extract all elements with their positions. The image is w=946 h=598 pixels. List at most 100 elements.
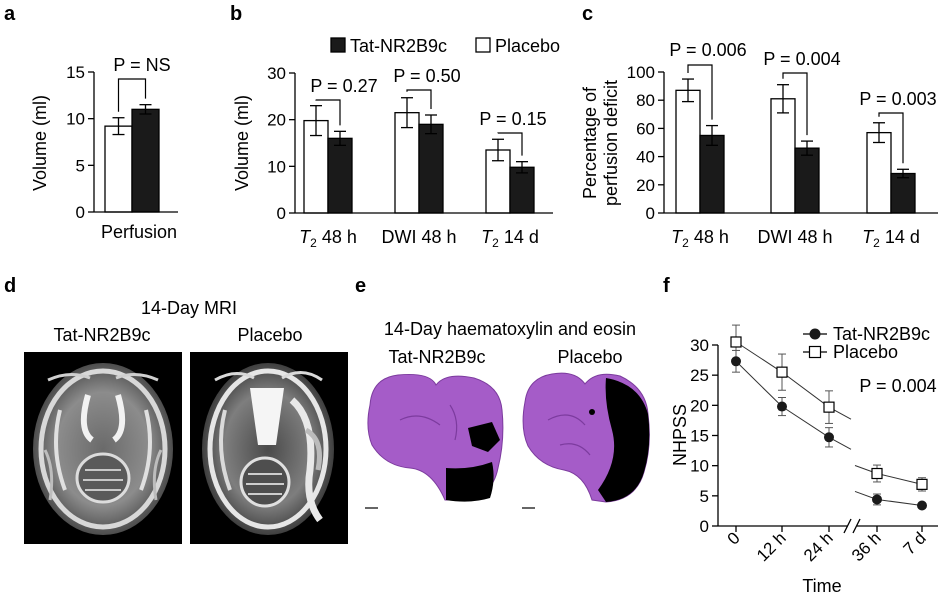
panel-c-ytick-label: 60 xyxy=(636,119,655,138)
panel-a-ytick-label: 5 xyxy=(76,156,85,175)
panel-c-bar-tat xyxy=(794,147,820,214)
panel-f-xtick-label: 0 xyxy=(724,528,744,548)
panel-letter-d: d xyxy=(4,275,16,297)
panel-f-ytick-label: 25 xyxy=(690,366,709,385)
panel-b-chart: Volume (ml) Tat-NR2B9c Placebo P = 0.27 … xyxy=(232,36,560,250)
panel-f-ytick-label: 15 xyxy=(690,427,709,446)
panel-f-point-placebo xyxy=(730,336,742,348)
panel-c-significance-bracket xyxy=(782,72,808,136)
panel-c-bar-placebo xyxy=(866,131,892,214)
panel-c-significance-bracket xyxy=(687,64,713,120)
panel-c-significance-bracket xyxy=(878,112,904,164)
panel-d-label-placebo: Placebo xyxy=(237,325,302,345)
panel-b-xcategory-label: T2 48 h xyxy=(299,227,357,250)
mri-brain-placebo xyxy=(202,363,334,535)
panel-f-ytick-label: 30 xyxy=(690,336,709,355)
panel-f-axis-break-mark xyxy=(843,518,852,534)
panel-f-xtick-label: 36 h xyxy=(848,528,885,565)
panel-b-ylabel: Volume (ml) xyxy=(232,95,252,191)
panel-f-chart: NHPSS Time P = 0.004 Tat-NR2B9c Placebo … xyxy=(670,324,938,596)
panel-a-significance-bracket xyxy=(117,78,147,112)
legend-label-tat: Tat-NR2B9c xyxy=(350,36,447,56)
panel-a-p-value: P = NS xyxy=(113,55,170,75)
panel-e-histology: 14-Day haematoxylin and eosin Tat-NR2B9c… xyxy=(365,319,650,509)
panel-b-bar-tat xyxy=(327,137,353,214)
legend-marker-tat xyxy=(809,328,821,340)
panel-f-point-tat xyxy=(917,500,927,511)
panel-a-bar-tat xyxy=(131,108,160,213)
panel-c-ytick-label: 0 xyxy=(646,204,655,223)
panel-c-ytick-label: 40 xyxy=(636,148,655,167)
panel-b-significance-bracket xyxy=(315,99,341,126)
panel-letter-c: c xyxy=(582,3,593,25)
panel-letter-e: e xyxy=(355,275,366,297)
panel-f-ylabel: NHPSS xyxy=(670,404,690,466)
panel-e-label-tat: Tat-NR2B9c xyxy=(388,347,485,367)
panel-b-xcategory-label: T2 14 d xyxy=(481,227,539,250)
panel-d-title: 14-Day MRI xyxy=(141,298,237,318)
mri-brain-tat xyxy=(33,363,173,535)
panel-e-label-placebo: Placebo xyxy=(557,347,622,367)
panel-f-line-tat xyxy=(854,490,923,506)
panel-a-bar-placebo xyxy=(104,125,133,213)
panel-c-p-value-3: P = 0.003 xyxy=(859,89,936,109)
panel-f-point-tat xyxy=(872,494,882,505)
panel-f-line-placebo xyxy=(854,465,923,485)
legend-f-label-placebo: Placebo xyxy=(833,342,898,362)
panel-f-point-tat xyxy=(777,401,787,412)
panel-b-p-value-2: P = 0.50 xyxy=(393,66,460,86)
panel-c-p-value-1: P = 0.006 xyxy=(669,40,746,60)
panel-f-ytick-label: 20 xyxy=(690,396,709,415)
panel-f-point-placebo xyxy=(916,478,928,490)
panel-f-line-tat xyxy=(735,360,852,450)
panel-a-ytick-label: 0 xyxy=(76,203,85,222)
panel-a-xcategory: Perfusion xyxy=(101,222,177,242)
panel-c-bar-tat xyxy=(890,172,916,214)
panel-a-chart: Volume (ml) Perfusion P = NS 0 5 10 15 xyxy=(30,55,178,242)
panel-c-bar-placebo xyxy=(675,89,701,214)
panel-f-point-tat xyxy=(824,432,834,443)
panel-f-ytick-label: 5 xyxy=(700,487,709,506)
panel-f-point-placebo xyxy=(871,467,883,480)
legend-swatch-tat xyxy=(330,37,346,53)
he-section-tat xyxy=(365,374,504,509)
legend-f-label-tat: Tat-NR2B9c xyxy=(833,324,930,344)
panel-e-title: 14-Day haematoxylin and eosin xyxy=(384,319,636,339)
panel-b-bar-tat xyxy=(509,166,535,214)
panel-c-ytick-label: 100 xyxy=(627,63,655,82)
panel-b-ytick-label: 30 xyxy=(267,64,286,83)
panel-a-ytick-label: 15 xyxy=(66,63,85,82)
panel-f-xtick-label: 7 d xyxy=(900,528,930,558)
panel-c-bar-tat xyxy=(699,134,725,214)
panel-b-ytick-label: 0 xyxy=(277,204,286,223)
panel-c-ylabel-line2: perfusion deficit xyxy=(601,80,621,206)
panel-c-xcategory-label: DWI 48 h xyxy=(757,227,832,247)
panel-f-xlabel: Time xyxy=(802,576,841,596)
panel-c-bar-placebo xyxy=(770,98,796,214)
panel-b-p-value-3: P = 0.15 xyxy=(479,109,546,129)
panel-b-xcategory-label: DWI 48 h xyxy=(381,227,456,247)
panel-c-p-value-2: P = 0.004 xyxy=(763,49,840,69)
panel-f-p-value: P = 0.004 xyxy=(859,376,936,396)
panel-f-line-placebo xyxy=(735,341,852,420)
panel-f-point-tat xyxy=(731,356,741,367)
he-section-placebo xyxy=(522,372,650,509)
panel-f-axis-break-mark xyxy=(852,518,861,534)
legend-label-placebo: Placebo xyxy=(495,36,560,56)
panel-f-ytick-label: 10 xyxy=(690,457,709,476)
legend-marker-placebo xyxy=(808,345,822,359)
panel-c-ytick-label: 20 xyxy=(636,176,655,195)
panel-b-ytick-label: 20 xyxy=(267,111,286,130)
panel-b-bar-tat xyxy=(418,123,444,214)
panel-f-point-placebo xyxy=(823,401,835,413)
panel-d-label-tat: Tat-NR2B9c xyxy=(53,325,150,345)
panel-c-xcategory-label: T2 14 d xyxy=(862,227,920,250)
panel-c-ylabel-line1: Percentage of xyxy=(580,86,600,199)
panel-f-xtick-label: 24 h xyxy=(800,528,837,565)
panel-c-ytick-label: 80 xyxy=(636,91,655,110)
panel-b-significance-bracket xyxy=(497,132,523,156)
panel-b-significance-bracket xyxy=(406,89,432,109)
panel-c-xcategory-label: T2 48 h xyxy=(671,227,729,250)
panel-a-ytick-label: 10 xyxy=(66,110,85,129)
